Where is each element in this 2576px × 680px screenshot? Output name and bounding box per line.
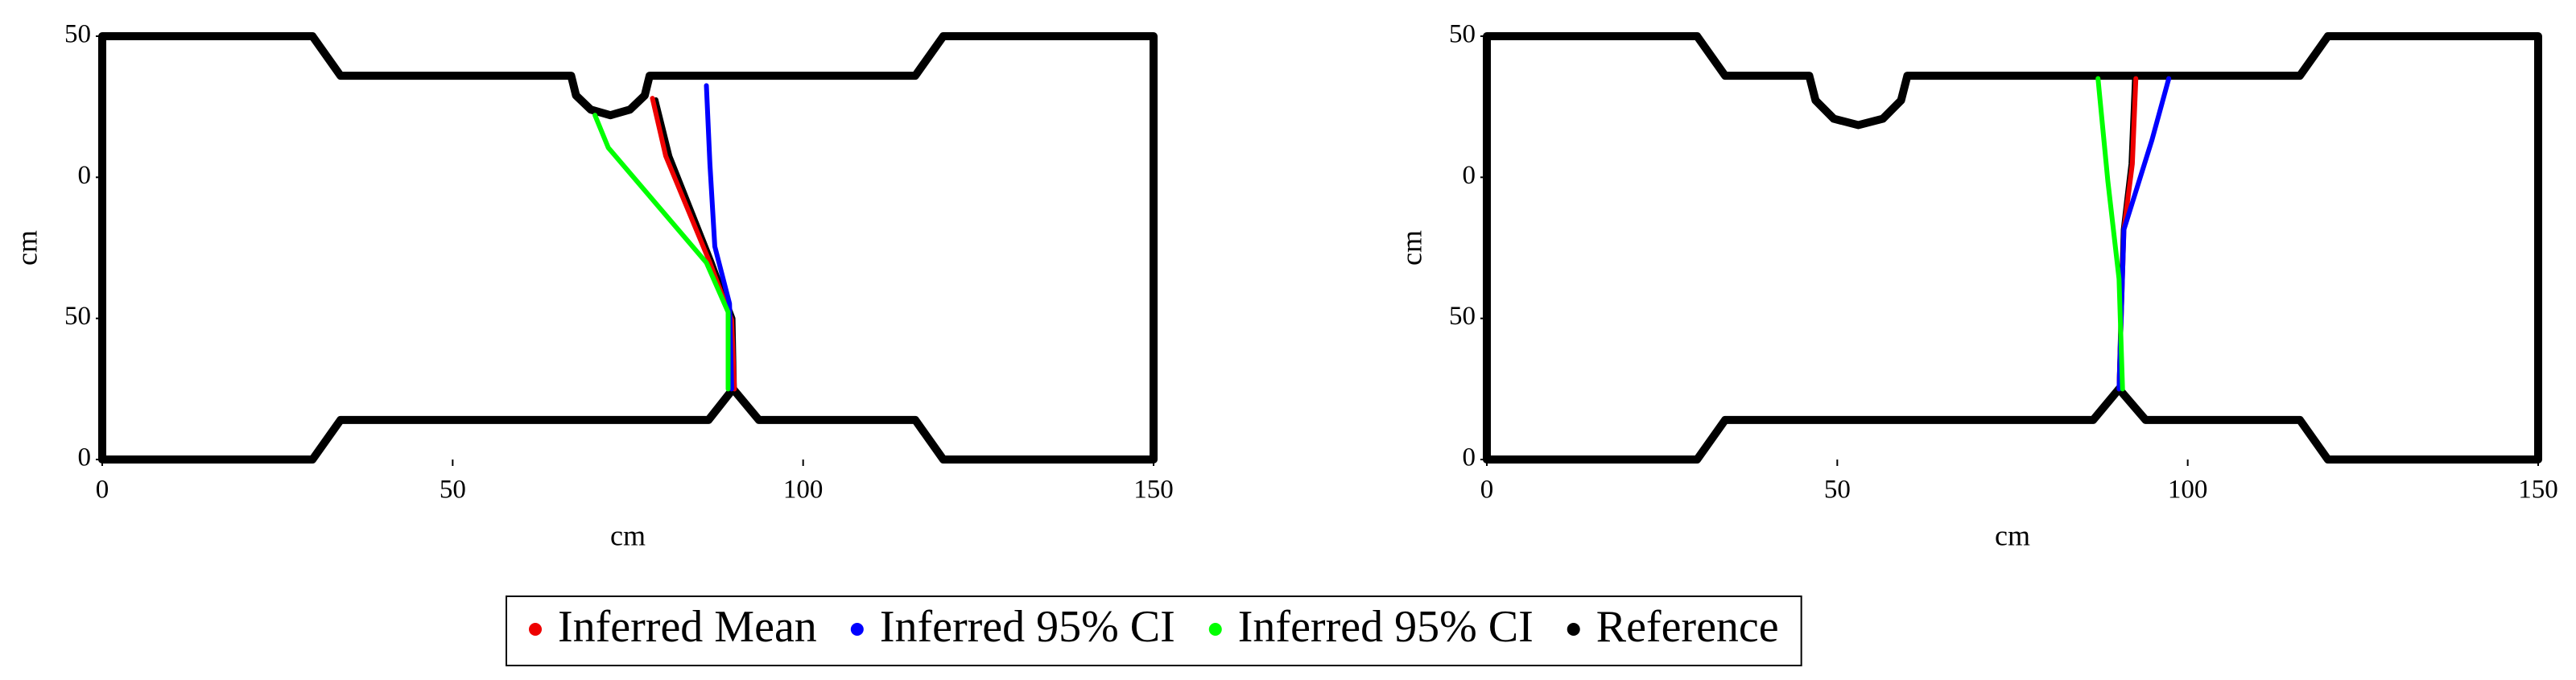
y-tick-label: 50 xyxy=(1449,20,1476,49)
legend: Inferred Mean Inferred 95% CI Inferred 95%… xyxy=(506,596,1802,666)
specimen-outline xyxy=(1483,32,2542,464)
legend-label: Inferred Mean xyxy=(558,602,817,652)
x-tick-label: 0 xyxy=(1480,476,1494,505)
y-tick-label: 0 xyxy=(1463,161,1476,190)
legend-marker xyxy=(850,623,864,636)
y-tick-label: 0 xyxy=(78,443,92,472)
y-tick-label: 0 xyxy=(1463,443,1476,472)
y-axis-label: cm xyxy=(10,230,43,266)
crack-path xyxy=(592,113,731,392)
legend-marker xyxy=(1567,623,1580,636)
crack-path xyxy=(2095,76,2125,392)
subplot: 0 50 100 150 0 50 0 50 cm cm xyxy=(1395,20,2557,552)
y-tick-label: 0 xyxy=(78,161,92,190)
crack-path xyxy=(650,96,737,392)
legend-label: Reference xyxy=(1596,602,1779,652)
subplot: 0 50 100 150 0 50 0 50 cm cm xyxy=(10,20,1173,552)
x-tick-label: 0 xyxy=(96,476,109,505)
legend-frame xyxy=(506,596,1802,666)
y-tick-label: 50 xyxy=(1449,302,1476,331)
crack-path xyxy=(653,97,737,392)
x-tick-label: 150 xyxy=(1133,476,1174,505)
y-tick-label: 50 xyxy=(64,302,91,331)
x-axis-label: cm xyxy=(610,519,646,551)
legend-label: Inferred 95% CI xyxy=(1238,602,1534,652)
x-tick-label: 100 xyxy=(2168,476,2208,505)
x-tick-label: 50 xyxy=(1824,476,1851,505)
x-tick-label: 100 xyxy=(783,476,824,505)
legend-marker xyxy=(1208,623,1222,636)
specimen-outline xyxy=(98,32,1158,464)
crack-path xyxy=(2116,76,2172,392)
legend-label: Inferred 95% CI xyxy=(880,602,1175,652)
y-axis-label: cm xyxy=(1395,230,1427,266)
x-tick-label: 150 xyxy=(2518,476,2558,505)
x-axis-label: cm xyxy=(1995,519,2030,551)
y-tick-label: 50 xyxy=(64,20,91,49)
legend-marker xyxy=(529,623,542,636)
x-tick-label: 50 xyxy=(440,476,466,505)
